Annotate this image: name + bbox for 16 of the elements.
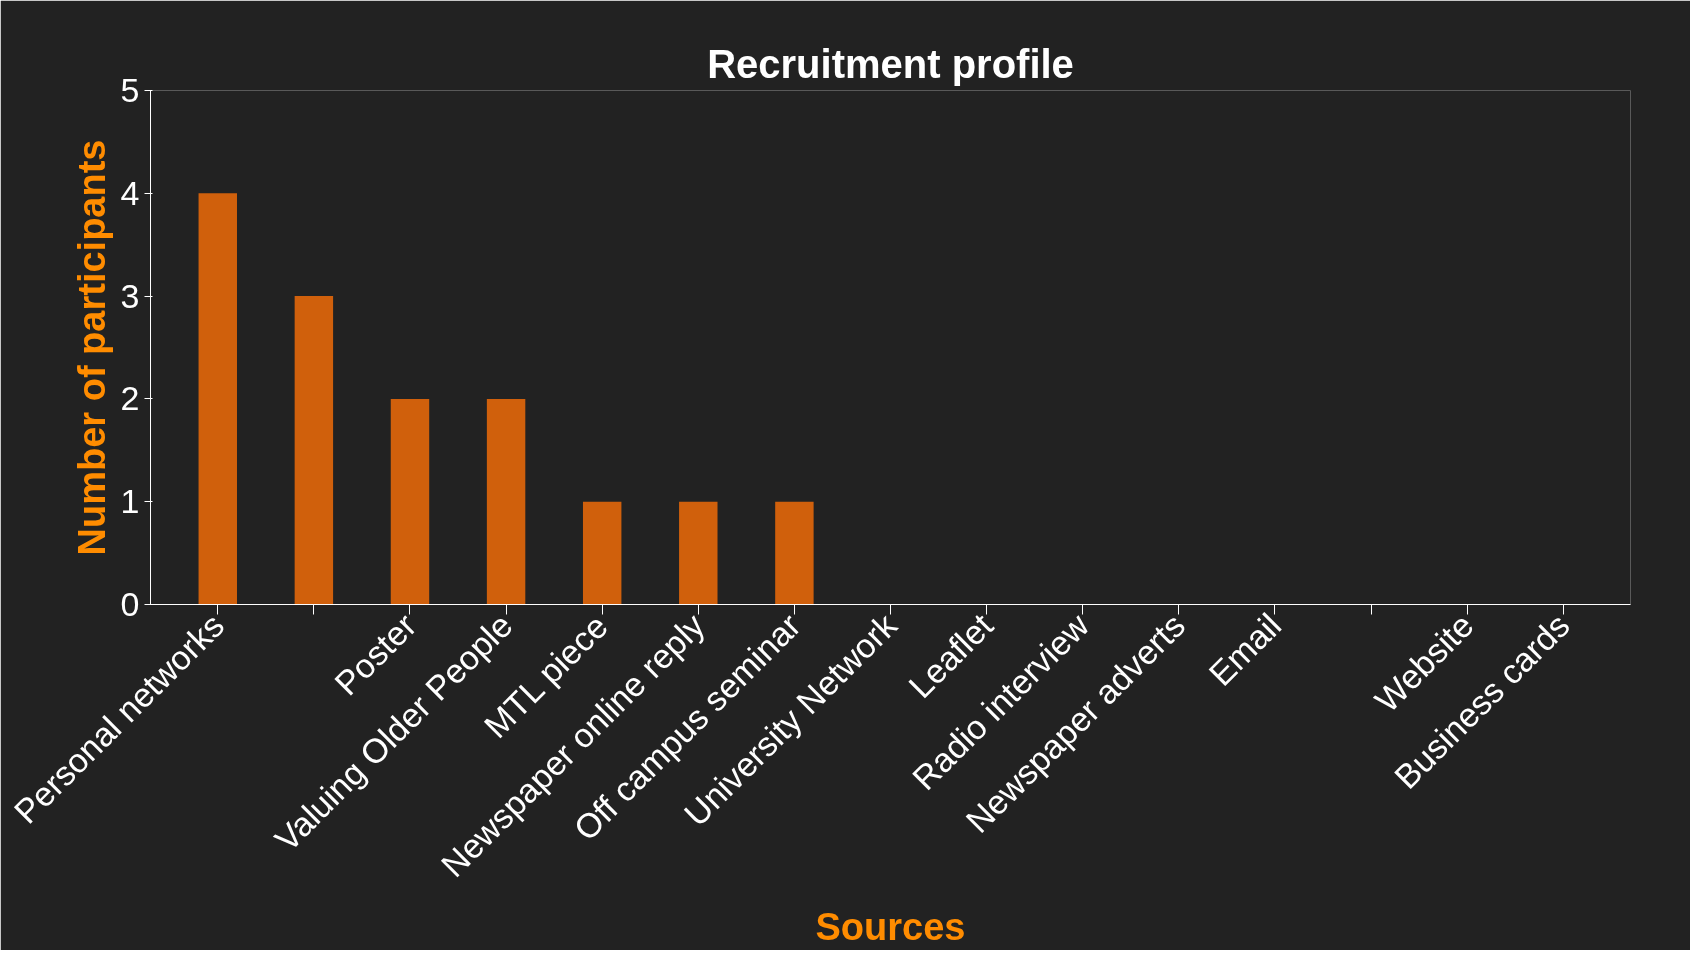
y-tick-label: 4 <box>120 173 140 212</box>
bar <box>294 296 334 605</box>
y-tick-label: 0 <box>120 585 140 623</box>
y-axis-title: Number of participants <box>70 139 113 556</box>
y-tick-label: 1 <box>120 482 140 521</box>
chart-title: Recruitment profile <box>707 41 1074 86</box>
y-tick-label: 5 <box>120 71 140 109</box>
x-axis-title: Sources <box>815 905 966 948</box>
bar <box>390 398 430 605</box>
bar <box>775 501 814 605</box>
y-tick-label: 2 <box>120 379 140 418</box>
bar <box>679 501 718 605</box>
bar <box>486 398 526 605</box>
y-tick-label: 3 <box>120 276 140 315</box>
bar <box>582 501 622 605</box>
bar <box>198 193 237 605</box>
